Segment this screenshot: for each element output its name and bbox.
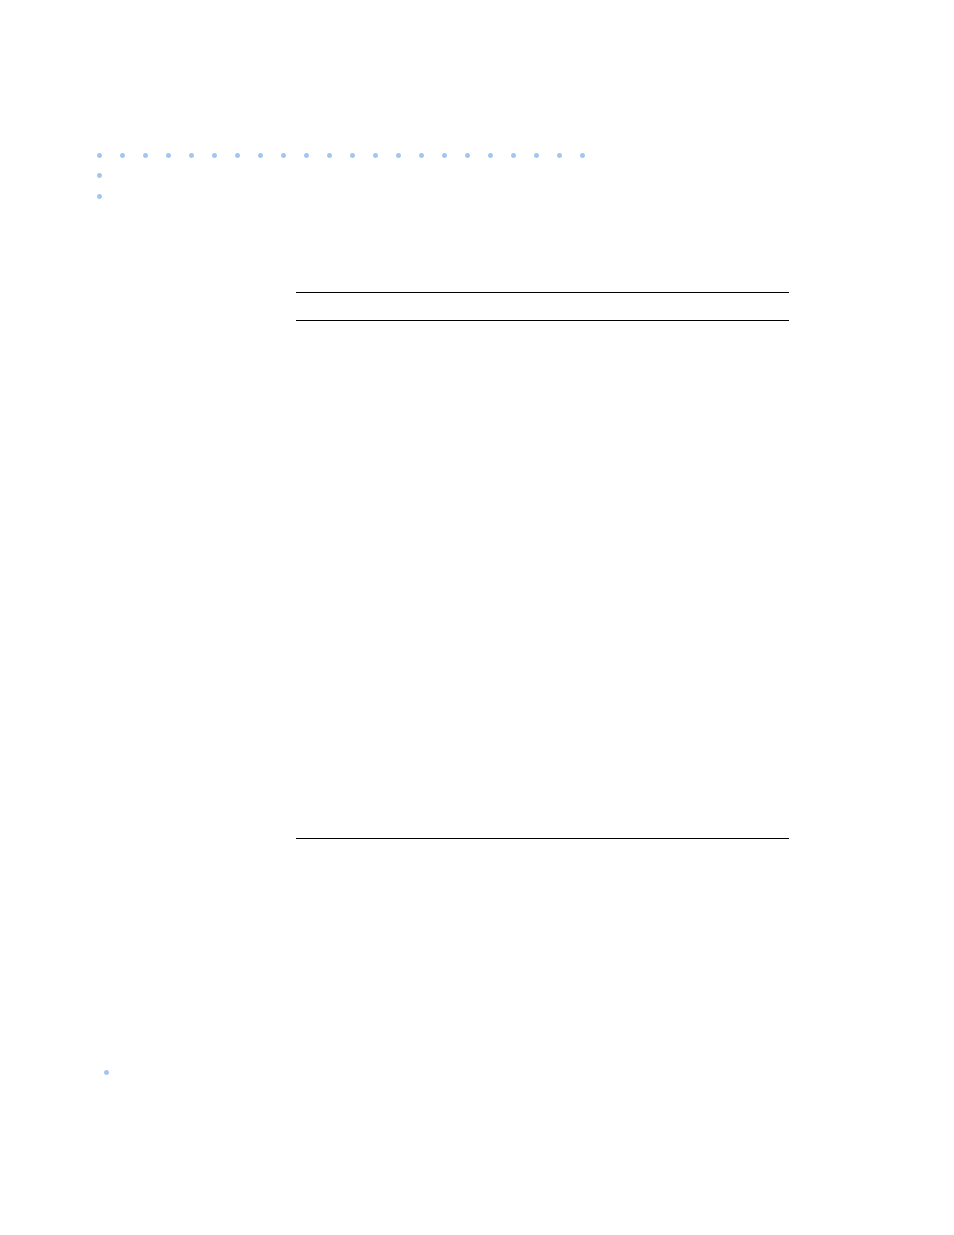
decorative-dot (120, 153, 125, 158)
decorative-dot (212, 153, 217, 158)
decorative-dot (442, 153, 447, 158)
decorative-dot (511, 153, 516, 158)
decorative-dot (488, 153, 493, 158)
decorative-dot (557, 153, 562, 158)
decorative-dot-col (97, 173, 102, 199)
decorative-dot (465, 153, 470, 158)
decorative-dot (534, 153, 539, 158)
decorative-dot (97, 173, 102, 178)
decorative-dot (97, 153, 102, 158)
decorative-dot (143, 153, 148, 158)
decorative-dot-row (97, 153, 585, 158)
horizontal-rule-1 (296, 292, 789, 293)
decorative-dot (580, 153, 585, 158)
decorative-dot (97, 194, 102, 199)
decorative-dot-single (104, 1070, 109, 1075)
decorative-dot (373, 153, 378, 158)
decorative-dot (396, 153, 401, 158)
decorative-dot (166, 153, 171, 158)
decorative-dot (189, 153, 194, 158)
decorative-dot (304, 153, 309, 158)
decorative-dot (327, 153, 332, 158)
horizontal-rule-2 (296, 320, 789, 321)
decorative-dot (235, 153, 240, 158)
decorative-dot (281, 153, 286, 158)
decorative-dot (419, 153, 424, 158)
horizontal-rule-3 (296, 838, 789, 839)
decorative-dot (350, 153, 355, 158)
decorative-dot (258, 153, 263, 158)
